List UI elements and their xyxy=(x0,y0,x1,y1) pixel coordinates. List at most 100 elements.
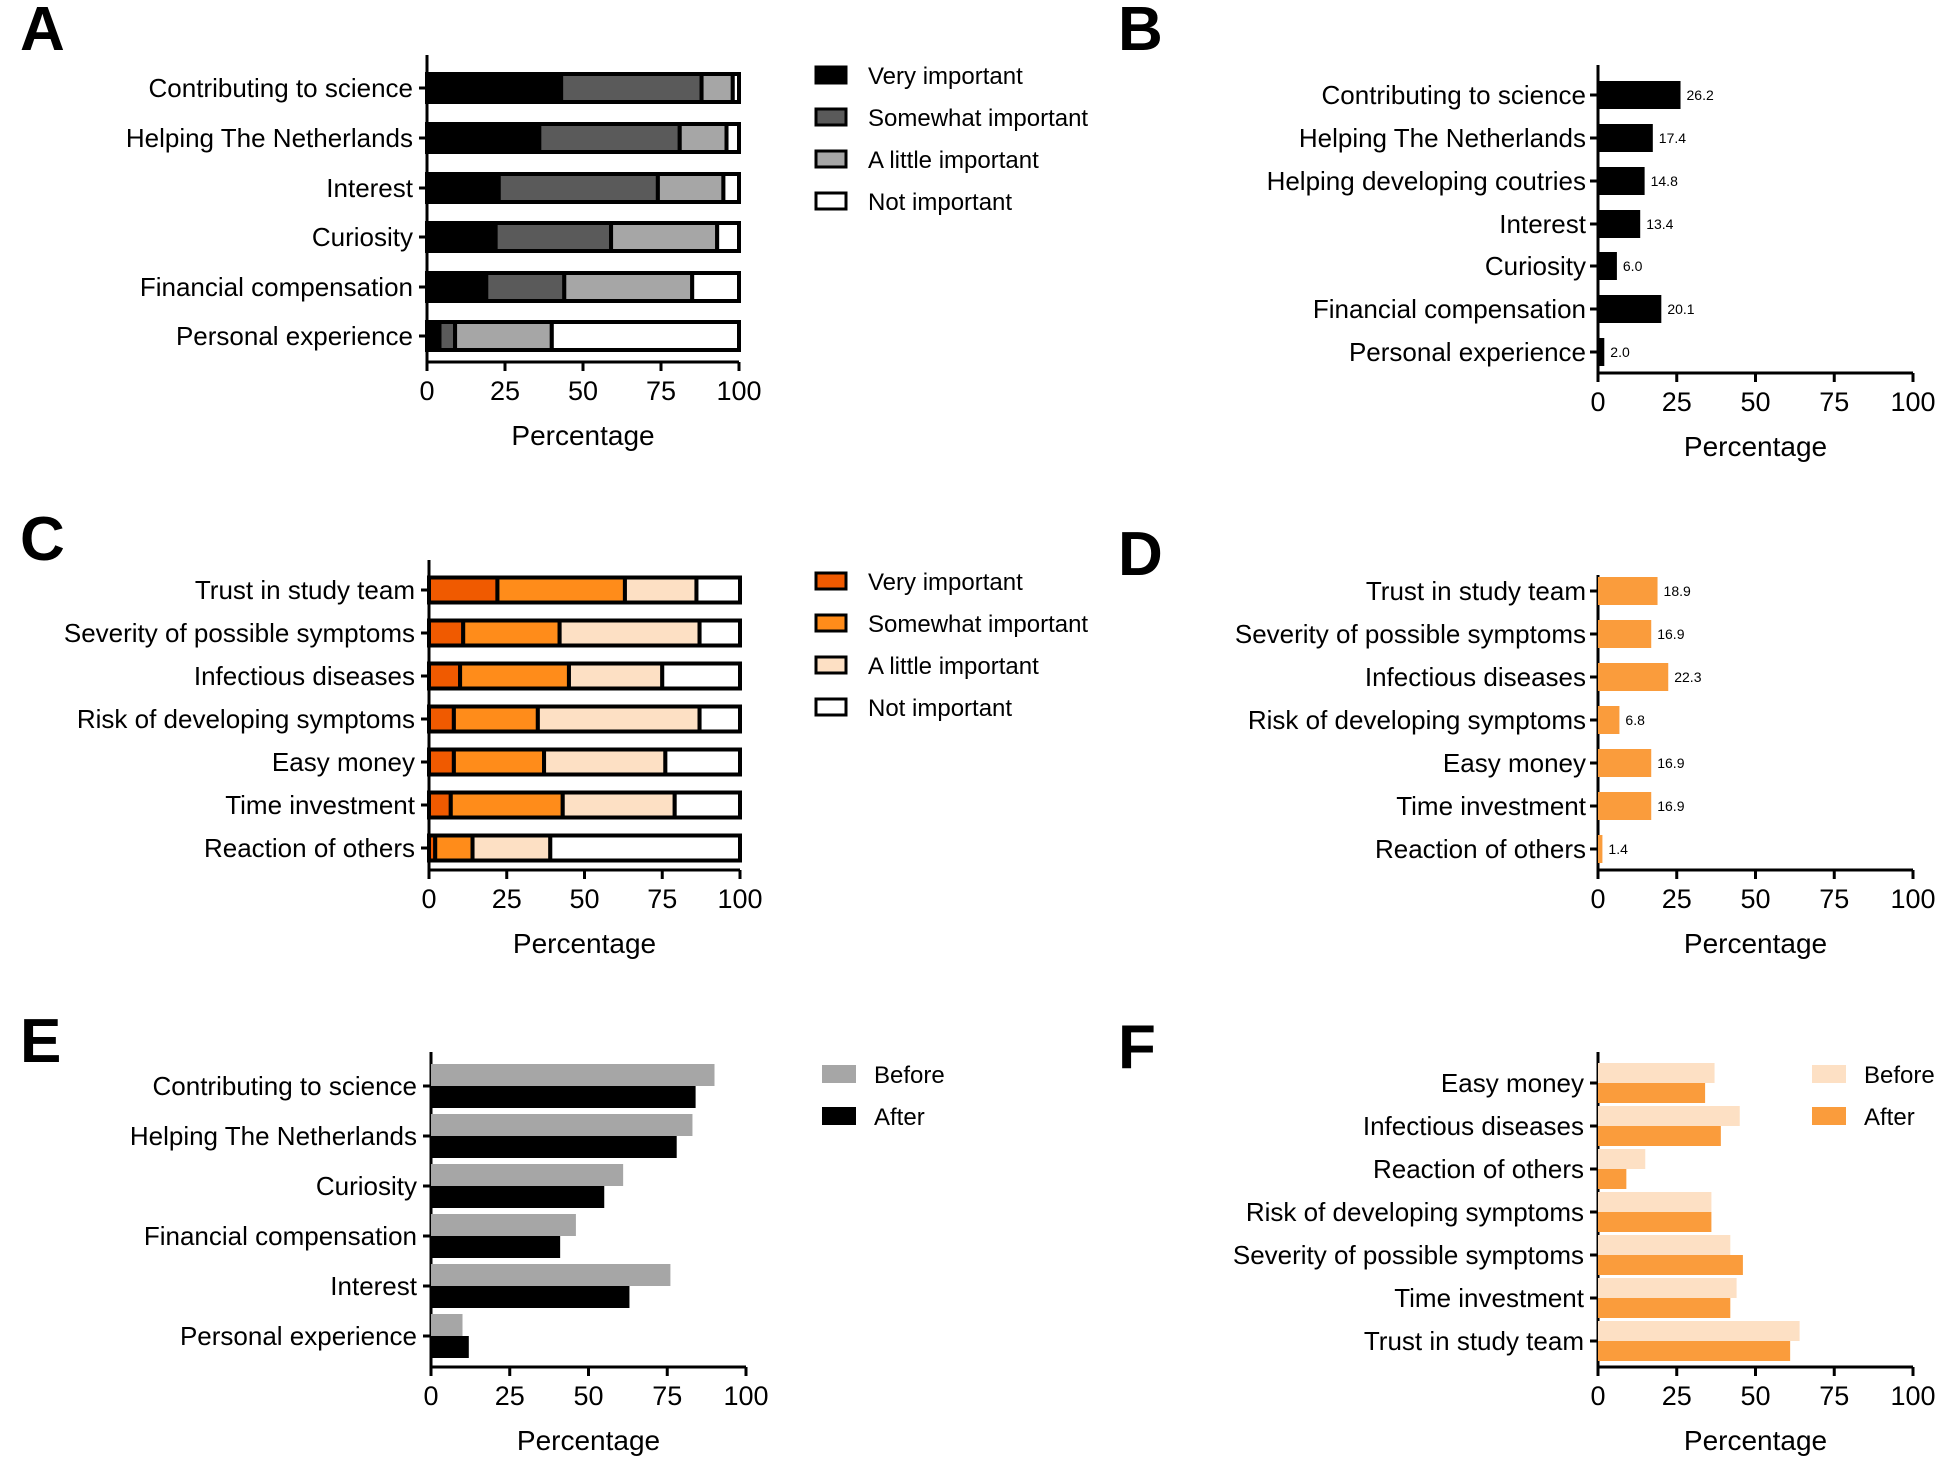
panel-d-bar-reaction-of-others xyxy=(1598,835,1603,863)
panel-c-bar-reaction-of-others-a-little-important xyxy=(470,833,553,863)
panel-c-category-label-reaction-of-others: Reaction of others xyxy=(204,833,415,863)
panel-f-x-tick-label: 50 xyxy=(1740,1381,1770,1411)
panel-f-category-label-time-investment: Time investment xyxy=(1394,1283,1585,1313)
panel-a-legend-label-not-important: Not important xyxy=(868,189,1012,216)
panel-c-bar-reaction-of-others-somewhat-important xyxy=(433,833,475,863)
panel-a-legend-label-somewhat-important: Somewhat important xyxy=(868,105,1088,132)
panel-f-legend-swatch-after xyxy=(1812,1107,1846,1125)
panel-a-bar-contributing-to-science-not-important xyxy=(730,72,742,104)
panel-a-bar-financial-compensation-very-important xyxy=(425,271,489,303)
panel-a-legend-swatch-a-little-important xyxy=(814,149,848,169)
panel-c-category-label-severity-of-possible-symptoms: Severity of possible symptoms xyxy=(64,618,415,648)
panel-a-bar-contributing-to-science-very-important xyxy=(425,72,564,104)
panel-c-bar-time-investment-a-little-important xyxy=(560,790,677,820)
panel-e-legend-label-before: Before xyxy=(874,1062,945,1089)
panel-d-category-label-infectious-diseases: Infectious diseases xyxy=(1365,662,1586,692)
panel-f-category-label-infectious-diseases: Infectious diseases xyxy=(1363,1111,1584,1141)
panel-e-category-label-interest: Interest xyxy=(330,1271,417,1301)
panel-b-category-label-contributing-to-science: Contributing to science xyxy=(1322,80,1586,110)
panel-d-bar-trust-in-study-team xyxy=(1598,577,1658,605)
panel-c-bar-risk-of-developing-symptoms-very-important xyxy=(427,704,456,734)
panel-f-bar-trust-in-study-team-before xyxy=(1598,1321,1800,1341)
panel-d-x-tick-label: 75 xyxy=(1819,884,1849,914)
panel-a-category-label-curiosity: Curiosity xyxy=(312,222,413,252)
panel-e-bar-helping-the-netherlands-before xyxy=(431,1114,693,1136)
panel-c-legend-swatch-very-important xyxy=(814,571,848,591)
panel-b-category-label-financial-compensation: Financial compensation xyxy=(1313,294,1586,324)
panel-a-x-tick-label: 50 xyxy=(568,376,598,406)
panel-a-bar-personal-experience-not-important xyxy=(549,320,741,352)
panel-a-category-label-financial-compensation: Financial compensation xyxy=(140,272,413,302)
panel-e-bar-helping-the-netherlands-after xyxy=(431,1136,677,1158)
panel-e-category-label-personal-experience: Personal experience xyxy=(180,1321,417,1351)
panel-e-bar-interest-before xyxy=(431,1264,671,1286)
panel-a-bar-interest-somewhat-important xyxy=(496,172,660,204)
panel-f-bar-easy-money-before xyxy=(1598,1063,1715,1083)
panel-a-legend-label-a-little-important: A little important xyxy=(868,147,1039,174)
panel-d-x-tick-label: 100 xyxy=(1890,884,1935,914)
panel-e-bar-financial-compensation-before xyxy=(431,1214,576,1236)
panel-a-x-tick-label: 0 xyxy=(419,376,434,406)
panel-b-x-tick-label: 50 xyxy=(1740,387,1770,417)
panel-f-bar-easy-money-after xyxy=(1598,1083,1706,1103)
panel-a-bar-financial-compensation-not-important xyxy=(690,271,742,303)
panel-a-bar-personal-experience-a-little-important xyxy=(453,320,554,352)
panel-a-bar-helping-the-netherlands-a-little-important xyxy=(677,122,729,154)
panel-d-data-label-infectious-diseases: 22.3 xyxy=(1674,669,1701,685)
panel-d-x-tick-label: 50 xyxy=(1740,884,1770,914)
panel-c-bar-infectious-diseases-very-important xyxy=(427,661,463,691)
panel-letter-f: F xyxy=(1118,1013,1156,1082)
panel-f-bar-reaction-of-others-after xyxy=(1598,1169,1627,1189)
panel-b-x-tick-label: 25 xyxy=(1662,387,1692,417)
panel-e-category-label-curiosity: Curiosity xyxy=(316,1171,417,1201)
panel-b-bar-contributing-to-science xyxy=(1598,81,1681,109)
panel-c-category-label-infectious-diseases: Infectious diseases xyxy=(194,661,415,691)
panel-c-category-label-time-investment: Time investment xyxy=(225,790,416,820)
panel-a-bar-helping-the-netherlands-somewhat-important xyxy=(537,122,682,154)
panel-b-category-label-interest: Interest xyxy=(1499,209,1586,239)
panel-b-bar-curiosity xyxy=(1598,252,1617,280)
panel-f-bar-trust-in-study-team-after xyxy=(1598,1341,1791,1361)
panel-a-bar-curiosity-a-little-important xyxy=(609,221,720,253)
panel-f-x-tick-label: 100 xyxy=(1890,1381,1935,1411)
panel-b-data-label-financial-compensation: 20.1 xyxy=(1667,301,1694,317)
panel-d-bar-easy-money xyxy=(1598,749,1652,777)
panel-c-bar-severity-of-possible-symptoms-somewhat-important xyxy=(461,618,562,648)
panel-f-category-label-risk-of-developing-symptoms: Risk of developing symptoms xyxy=(1246,1197,1584,1227)
panel-c-x-tick-label: 0 xyxy=(421,884,436,914)
panel-a-x-tick-label: 75 xyxy=(646,376,676,406)
panel-f-bar-reaction-of-others-before xyxy=(1598,1149,1646,1169)
panel-c-bar-trust-in-study-team-a-little-important xyxy=(622,575,699,605)
panel-a-bar-curiosity-very-important xyxy=(425,221,498,253)
panel-c-legend-label-very-important: Very important xyxy=(868,569,1023,596)
panel-c-bar-time-investment-not-important xyxy=(672,790,742,820)
panel-c-bar-trust-in-study-team-very-important xyxy=(427,575,500,605)
panel-c-bar-risk-of-developing-symptoms-a-little-important xyxy=(535,704,702,734)
panel-e-x-tick-label: 25 xyxy=(495,1381,525,1411)
panel-c-bar-trust-in-study-team-somewhat-important xyxy=(495,575,627,605)
panel-letter-a: A xyxy=(20,0,65,64)
panel-f-x-tick-label: 75 xyxy=(1819,1381,1849,1411)
panel-c-bar-time-investment-very-important xyxy=(427,790,453,820)
panel-b-x-tick-label: 0 xyxy=(1590,387,1605,417)
panel-f-x-tick-label: 25 xyxy=(1662,1381,1692,1411)
panel-b-bar-helping-developing-coutries xyxy=(1598,167,1645,195)
panel-f-legend-label-before: Before xyxy=(1864,1062,1935,1089)
panel-e-bar-interest-after xyxy=(431,1286,630,1308)
panel-c-bar-easy-money-very-important xyxy=(427,747,456,777)
panel-e-x-tick-label: 0 xyxy=(423,1381,438,1411)
panel-d-data-label-reaction-of-others: 1.4 xyxy=(1608,841,1628,857)
panel-d-category-label-severity-of-possible-symptoms: Severity of possible symptoms xyxy=(1235,619,1586,649)
panel-a-bar-interest-a-little-important xyxy=(655,172,726,204)
panel-f-bar-risk-of-developing-symptoms-after xyxy=(1598,1212,1712,1232)
panel-c-bar-easy-money-somewhat-important xyxy=(451,747,547,777)
panel-f-category-label-severity-of-possible-symptoms: Severity of possible symptoms xyxy=(1233,1240,1584,1270)
panel-b-x-tick-label: 100 xyxy=(1890,387,1935,417)
panel-b-category-label-curiosity: Curiosity xyxy=(1485,251,1586,281)
panel-b-category-label-helping-developing-coutries: Helping developing coutries xyxy=(1267,166,1586,196)
panel-b-data-label-curiosity: 6.0 xyxy=(1623,258,1643,274)
panel-f-legend-swatch-before xyxy=(1812,1065,1846,1083)
panel-a-bar-curiosity-somewhat-important xyxy=(493,221,614,253)
panel-f-bar-time-investment-after xyxy=(1598,1298,1731,1318)
